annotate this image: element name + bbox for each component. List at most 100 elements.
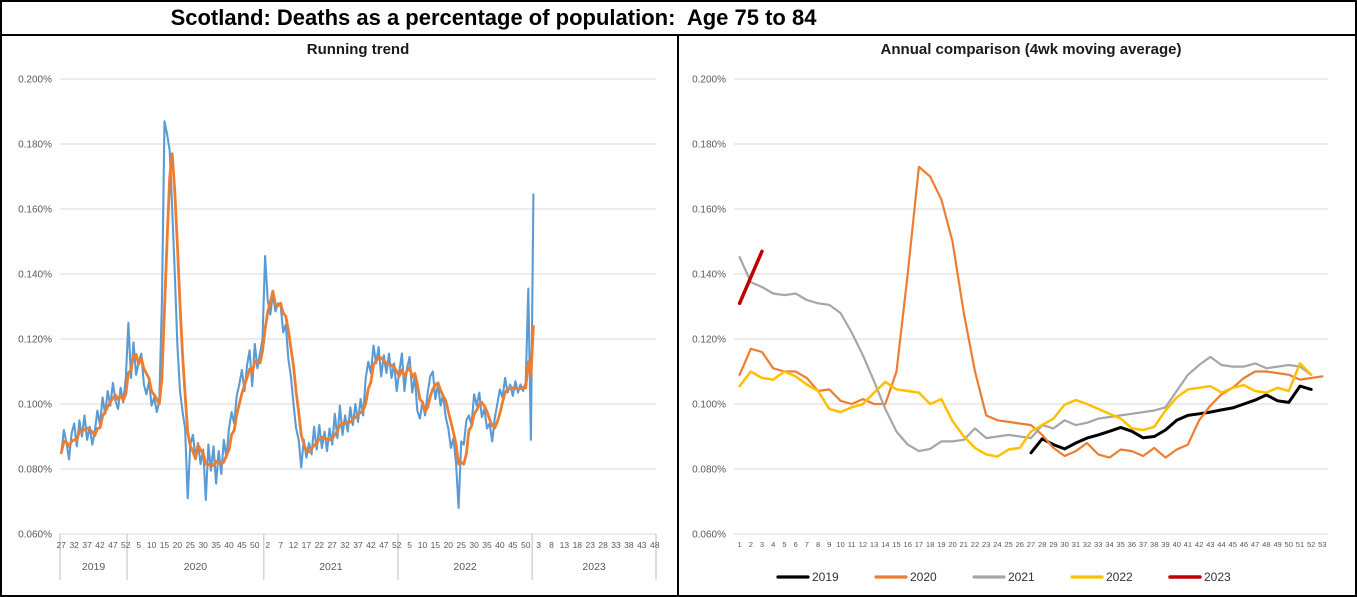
x-tick-label: 15 bbox=[431, 540, 441, 550]
x-tick-label: 53 bbox=[1318, 540, 1326, 549]
x-tick-label: 3 bbox=[536, 540, 541, 550]
x-tick-label: 37 bbox=[353, 540, 363, 550]
legend-item-2022: 2022 bbox=[1070, 570, 1133, 584]
x-tick-label: 47 bbox=[1251, 540, 1259, 549]
x-tick-label: 12 bbox=[289, 540, 299, 550]
x-tick-label: 43 bbox=[637, 540, 647, 550]
x-tick-label: 35 bbox=[1116, 540, 1124, 549]
x-tick-label: 48 bbox=[1262, 540, 1270, 549]
x-tick-label: 13 bbox=[560, 540, 570, 550]
series-line-weekly bbox=[60, 120, 535, 510]
x-tick-label: 49 bbox=[1273, 540, 1281, 549]
legend-label-2020: 2020 bbox=[910, 570, 937, 584]
x-tick-label: 50 bbox=[250, 540, 260, 550]
x-tick-label: 50 bbox=[1285, 540, 1293, 549]
annual-comparison-panel: Annual comparison (4wk moving average) 0.… bbox=[679, 36, 1355, 595]
legend-item-2020: 2020 bbox=[874, 570, 937, 584]
x-tick-label: 43 bbox=[1206, 540, 1214, 549]
chart-title: Running trend bbox=[307, 41, 409, 58]
x-tick-label: 42 bbox=[366, 540, 376, 550]
x-tick-label: 28 bbox=[598, 540, 608, 550]
y-axis-label: 0.120% bbox=[18, 335, 52, 346]
x-tick-label: 27 bbox=[57, 540, 67, 550]
page-title: Scotland: Deaths as a percentage of popu… bbox=[170, 5, 817, 30]
x-tick-label: 5 bbox=[782, 540, 786, 549]
x-tick-label: 1 bbox=[737, 540, 741, 549]
x-tick-label: 36 bbox=[1128, 540, 1136, 549]
legend-item-2021: 2021 bbox=[972, 570, 1035, 584]
x-tick-label: 19 bbox=[937, 540, 945, 549]
x-tick-label: 23 bbox=[585, 540, 595, 550]
x-tick-label: 35 bbox=[482, 540, 492, 550]
x-tick-label: 12 bbox=[859, 540, 867, 549]
x-tick-label: 40 bbox=[1172, 540, 1180, 549]
x-tick-label: 11 bbox=[848, 540, 856, 549]
y-axis-label: 0.060% bbox=[18, 530, 52, 541]
x-tick-label: 46 bbox=[1240, 540, 1248, 549]
x-tick-label: 10 bbox=[418, 540, 428, 550]
running-trend-chart: Running trend 0.200% 0.180% 0.160% 0.140% 0.1… bbox=[18, 41, 660, 580]
x-tick-label: 42 bbox=[95, 540, 105, 550]
x-tick-label: 52 bbox=[121, 540, 131, 550]
x-tick-label: 17 bbox=[302, 540, 312, 550]
y-axis-label: 0.080% bbox=[692, 465, 726, 476]
x-tick-label: 51 bbox=[1296, 540, 1304, 549]
legend-label-2023: 2023 bbox=[1204, 570, 1231, 584]
y-axis-label: 0.160% bbox=[692, 205, 726, 216]
x-tick-label: 48 bbox=[650, 540, 660, 550]
y-axis-label: 0.160% bbox=[18, 205, 52, 216]
x-tick-label: 17 bbox=[915, 540, 923, 549]
x-tick-label: 7 bbox=[278, 540, 283, 550]
x-tick-label: 52 bbox=[392, 540, 402, 550]
chart-title: Annual comparison (4wk moving average) bbox=[881, 41, 1182, 58]
x-tick-label: 32 bbox=[340, 540, 350, 550]
x-tick-label: 37 bbox=[82, 540, 92, 550]
x-tick-label: 20 bbox=[444, 540, 454, 550]
y-axis-label: 0.200% bbox=[18, 75, 52, 86]
legend-label-2022: 2022 bbox=[1106, 570, 1133, 584]
legend-item-2023: 2023 bbox=[1168, 570, 1231, 584]
x-tick-label: 33 bbox=[611, 540, 621, 550]
x-tick-label: 2 bbox=[265, 540, 270, 550]
legend-label-2021: 2021 bbox=[1008, 570, 1035, 584]
x-tick-label: 15 bbox=[892, 540, 900, 549]
x-tick-label: 42 bbox=[1195, 540, 1203, 549]
x-tick-label: 8 bbox=[549, 540, 554, 550]
x-tick-label: 28 bbox=[1038, 540, 1046, 549]
x-tick-label: 25 bbox=[456, 540, 466, 550]
x-tick-label: 20 bbox=[173, 540, 183, 550]
x-tick-label: 13 bbox=[870, 540, 878, 549]
x-tick-label: 30 bbox=[469, 540, 479, 550]
x-tick-label: 52 bbox=[1307, 540, 1315, 549]
x-tick-label: 30 bbox=[1060, 540, 1068, 549]
x-tick-label: 29 bbox=[1049, 540, 1057, 549]
x-tick-label: 47 bbox=[108, 540, 118, 550]
x-year-label: 2021 bbox=[319, 561, 343, 573]
x-tick-label: 6 bbox=[794, 540, 798, 549]
y-axis-label: 0.100% bbox=[18, 400, 52, 411]
x-tick-label: 47 bbox=[379, 540, 389, 550]
legend-item-2019: 2019 bbox=[776, 570, 839, 584]
x-tick-label: 50 bbox=[521, 540, 531, 550]
y-axis-label: 0.200% bbox=[692, 75, 726, 86]
x-tick-label: 18 bbox=[573, 540, 583, 550]
y-axis-label: 0.100% bbox=[692, 400, 726, 411]
legend-label-2019: 2019 bbox=[812, 570, 839, 584]
y-axis-label: 0.140% bbox=[692, 270, 726, 281]
x-tick-label: 22 bbox=[315, 540, 325, 550]
x-tick-label: 45 bbox=[508, 540, 518, 550]
x-tick-label: 41 bbox=[1184, 540, 1192, 549]
x-tick-label: 33 bbox=[1094, 540, 1102, 549]
x-tick-label: 22 bbox=[971, 540, 979, 549]
x-tick-label: 20 bbox=[948, 540, 956, 549]
x-tick-label: 35 bbox=[211, 540, 221, 550]
annual-comparison-chart: Annual comparison (4wk moving average) 0.… bbox=[692, 41, 1328, 584]
y-axis-label: 0.180% bbox=[18, 140, 52, 151]
x-tick-label: 25 bbox=[186, 540, 196, 550]
y-axis-label: 0.140% bbox=[18, 270, 52, 281]
x-tick-label: 16 bbox=[903, 540, 911, 549]
x-year-label: 2019 bbox=[82, 561, 106, 573]
x-tick-label: 7 bbox=[805, 540, 809, 549]
x-tick-label: 30 bbox=[198, 540, 208, 550]
x-tick-label: 31 bbox=[1072, 540, 1080, 549]
